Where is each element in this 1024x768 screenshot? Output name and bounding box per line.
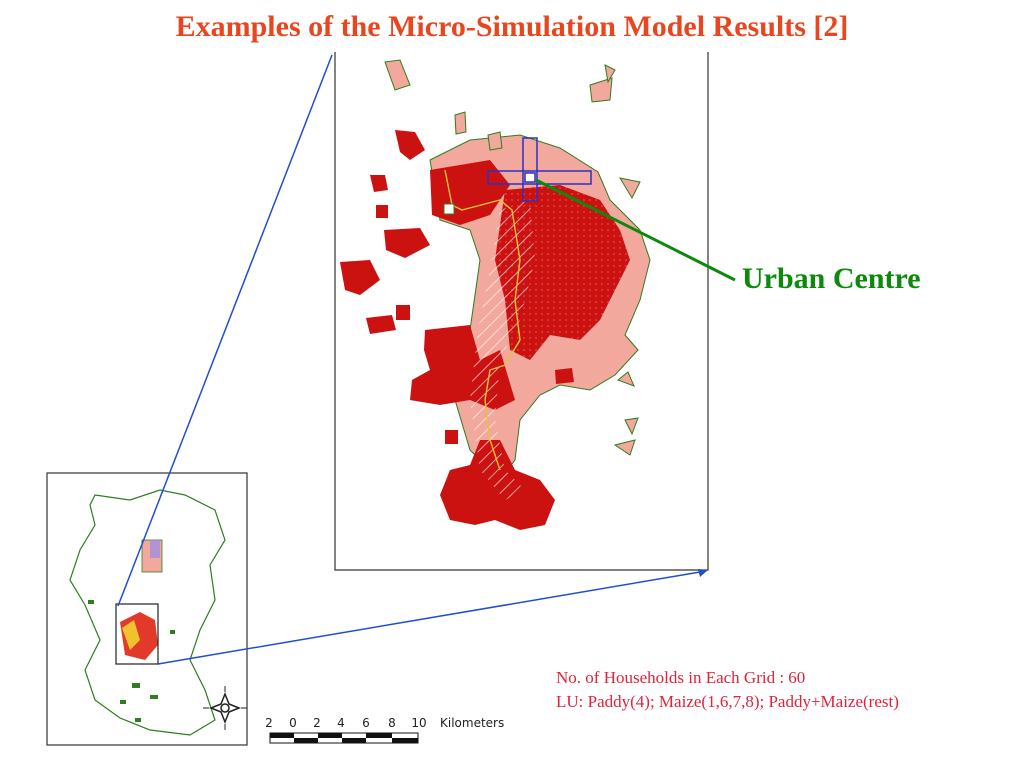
- zoom-leader-line-bottom: [157, 570, 707, 665]
- scale-tick-label: 2: [313, 716, 321, 730]
- overview-map: [69, 489, 226, 736]
- outlying-patches: [384, 59, 641, 456]
- scale-tick-label: 10: [411, 716, 426, 730]
- scale-unit-label: Kilometers: [440, 716, 504, 730]
- households-note: No. of Households in Each Grid : 60: [556, 668, 806, 687]
- urban-centre-pointer: [535, 178, 736, 282]
- map-notes: No. of Households in Each Grid : 60 LU: …: [556, 666, 899, 714]
- scale-tick-label: 2: [265, 716, 273, 730]
- city-patch-yellow: [122, 620, 140, 650]
- slide-title: Examples of the Micro-Simulation Model R…: [175, 10, 849, 43]
- overview-map-frame: [46, 472, 248, 746]
- overview-zoom-box: [115, 603, 159, 665]
- overview-green-specks: [88, 600, 175, 722]
- zoom-leader-line-top: [117, 54, 333, 607]
- detail-map: [340, 59, 651, 530]
- urban-centre-marker: [487, 137, 592, 202]
- scale-tick-label: 6: [362, 716, 370, 730]
- small-grid-marker: [443, 203, 455, 215]
- north-urban-marker: [150, 540, 160, 558]
- scale-tick-label: 8: [388, 716, 396, 730]
- scale-bar: 2 0 2 4 6 8 10 Kilometers: [265, 716, 504, 744]
- leader-arrowhead: [698, 569, 708, 577]
- compass-rose-icon: [203, 686, 247, 730]
- urban-centre-label: Urban Centre: [742, 262, 921, 295]
- scale-tick-label: 0: [289, 716, 297, 730]
- land-use-note: LU: Paddy(4); Maize(1,6,7,8); Paddy+Maiz…: [556, 692, 899, 711]
- detail-map-frame: [334, 52, 709, 571]
- scale-tick-label: 4: [337, 716, 345, 730]
- river-line: [444, 169, 521, 471]
- province-boundary: [69, 489, 226, 736]
